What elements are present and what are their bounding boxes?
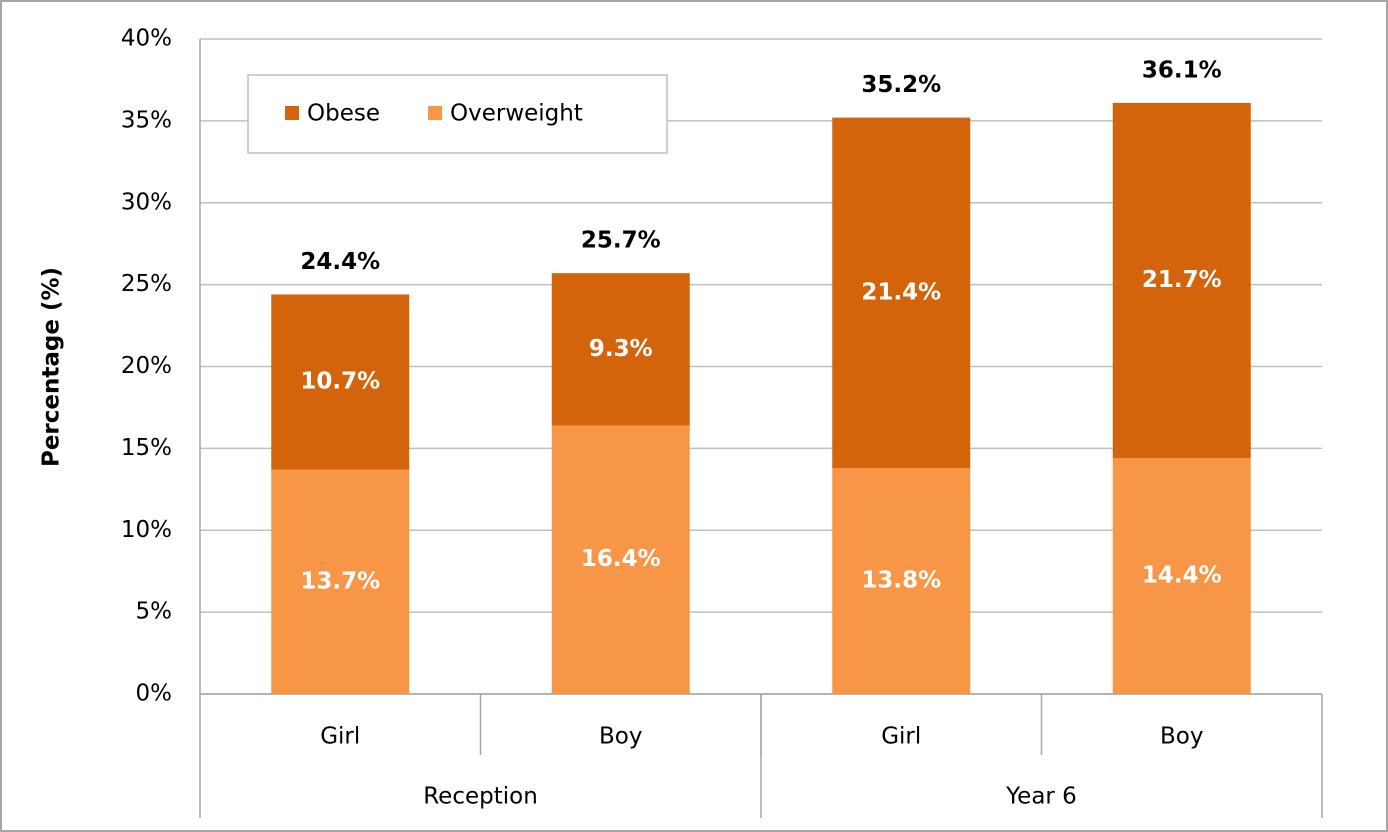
legend-swatch [428, 106, 442, 120]
total-label: 35.2% [861, 72, 941, 98]
data-label: 21.4% [861, 279, 941, 305]
bar-segment [832, 468, 971, 694]
bar-segment [551, 425, 690, 694]
bar-segment [832, 117, 971, 469]
y-tick-label: 0% [136, 681, 173, 707]
total-label: 24.4% [300, 249, 380, 275]
x-tick-label: Girl [881, 724, 921, 750]
x-tick-label: Girl [320, 724, 360, 750]
legend-label: Obese [307, 101, 380, 127]
y-tick-label: 35% [121, 107, 172, 133]
x-tick-label: Boy [599, 724, 642, 750]
y-tick-label: 10% [121, 517, 172, 543]
y-tick-label: 30% [121, 189, 172, 215]
bar-segment [1112, 102, 1251, 459]
data-label: 9.3% [589, 336, 653, 362]
group-label: Year 6 [1005, 784, 1077, 810]
data-label: 13.8% [861, 568, 941, 594]
data-label: 13.7% [300, 568, 380, 594]
bar-segment [1112, 458, 1251, 694]
data-label: 21.7% [1142, 267, 1222, 293]
data-label: 14.4% [1142, 563, 1222, 589]
y-tick-label: 15% [121, 435, 172, 461]
group-label: Reception [423, 784, 538, 810]
y-tick-label: 5% [136, 599, 173, 625]
y-tick-label: 40% [121, 26, 172, 52]
legend-box [247, 74, 668, 154]
y-tick-label: 20% [121, 353, 172, 379]
total-label: 36.1% [1142, 57, 1222, 83]
bar-segment [551, 273, 690, 426]
data-label: 10.7% [300, 369, 380, 395]
legend-label: Overweight [450, 101, 583, 127]
data-label: 16.4% [581, 546, 661, 572]
bar-segment [271, 294, 410, 470]
total-label: 25.7% [581, 228, 661, 254]
y-axis-title: Percentage (%) [39, 267, 65, 467]
x-tick-label: Boy [1160, 724, 1203, 750]
y-tick-label: 25% [121, 271, 172, 297]
legend-swatch [285, 106, 299, 120]
bar-segment [271, 469, 410, 694]
